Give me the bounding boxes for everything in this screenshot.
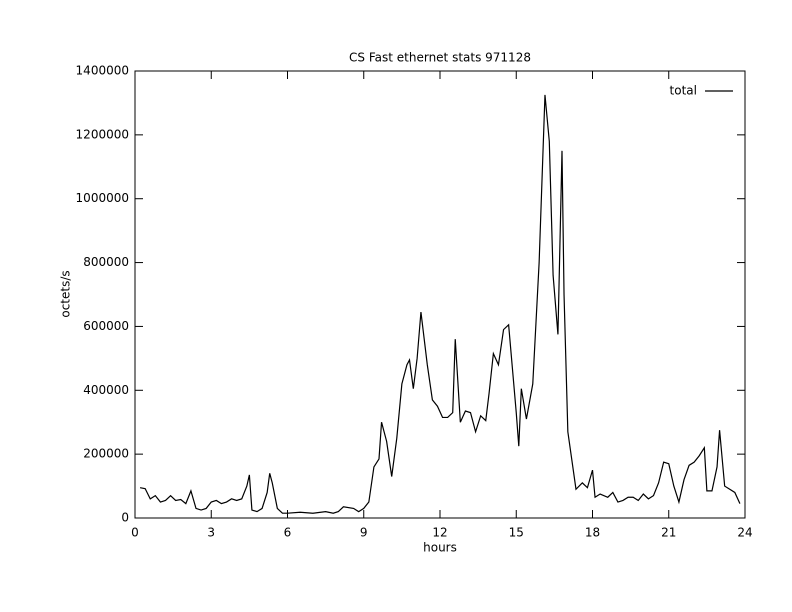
y-tick-label: 400000 — [83, 383, 129, 397]
plot-border — [134, 70, 746, 519]
x-tick-label: 15 — [509, 526, 524, 540]
y-tick-label: 600000 — [83, 319, 129, 333]
y-tick-label: 1200000 — [76, 127, 129, 141]
x-tick-label: 24 — [737, 526, 752, 540]
y-tick-label: 0 — [121, 511, 129, 525]
series-line — [139, 94, 741, 514]
x-tick-label: 18 — [585, 526, 600, 540]
x-axis-label: hours — [423, 541, 457, 555]
x-tick-label: 6 — [284, 526, 292, 540]
legend-label: total — [670, 84, 697, 98]
chart-title: CS Fast ethernet stats 971128 — [349, 51, 531, 65]
y-tick-label: 200000 — [83, 447, 129, 461]
y-tick-label: 800000 — [83, 255, 129, 269]
x-tick-label: 21 — [661, 526, 676, 540]
x-tick-label: 3 — [207, 526, 215, 540]
y-tick-label: 1400000 — [76, 64, 129, 78]
x-tick-label: 0 — [131, 526, 139, 540]
y-tick-label: 1000000 — [76, 191, 129, 205]
x-tick-label: 9 — [360, 526, 368, 540]
y-axis-label: octets/s — [59, 270, 73, 317]
x-tick-label: 12 — [432, 526, 447, 540]
